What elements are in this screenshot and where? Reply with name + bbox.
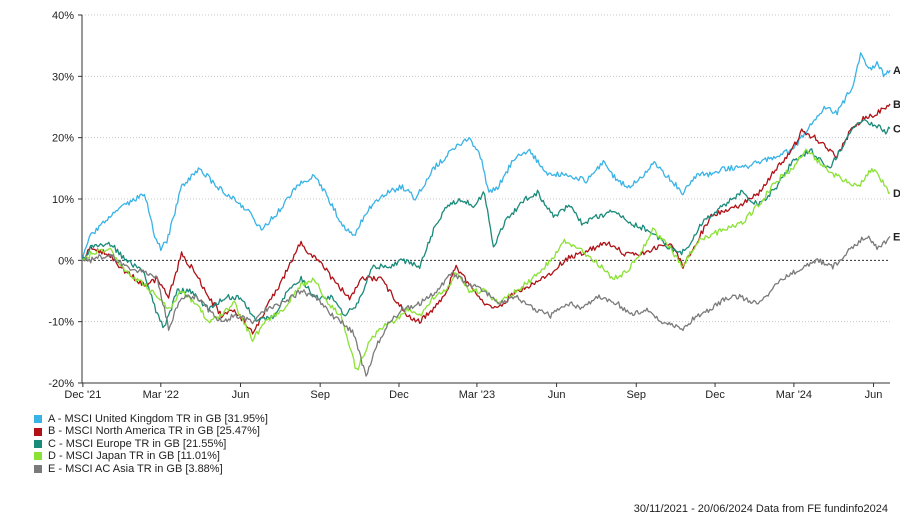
x-tick-label: Jun <box>865 389 883 400</box>
legend-swatch <box>34 452 42 461</box>
legend-label: E - MSCI AC Asia TR in GB [3.88%] <box>48 462 223 475</box>
series-end-label-c: C <box>893 123 900 135</box>
x-tick-label: Mar '24 <box>776 389 812 400</box>
legend-item-e: E - MSCI AC Asia TR in GB [3.88%] <box>34 463 268 475</box>
legend-label: C - MSCI Europe TR in GB [21.55%] <box>48 437 227 450</box>
x-tick-label: Jun <box>548 389 566 400</box>
legend-swatch <box>34 440 42 449</box>
axes: 40% 30% 20% 10% 0% -10% -20%Dec '21 Mar '22 Jun S… <box>48 10 890 400</box>
grid <box>82 14 890 384</box>
legend-item-b: B - MSCI North America TR in GB [25.47%] <box>34 425 268 437</box>
x-tick-label: Mar '23 <box>459 389 495 400</box>
x-tick-label: Sep <box>310 389 330 400</box>
line-chart: 40% 30% 20% 10% 0% -10% -20%Dec '21 Mar '22 Jun S… <box>48 10 900 400</box>
series-line-c <box>81 118 891 329</box>
legend-item-c: C - MSCI Europe TR in GB [21.55%] <box>34 438 268 450</box>
series-line-b <box>81 103 891 335</box>
series-end-label-b: B <box>893 99 900 111</box>
series-line-d <box>81 148 891 371</box>
date-range-footer: 30/11/2021 - 20/06/2024 Data from FE fun… <box>633 503 888 515</box>
y-tick-label: 0% <box>58 255 74 267</box>
legend-label: A - MSCI United Kingdom TR in GB [31.95%… <box>48 413 268 425</box>
x-tick-label: Dec <box>705 389 725 400</box>
legend-label: B - MSCI North America TR in GB [25.47%] <box>48 425 260 438</box>
series-lines <box>81 52 891 377</box>
series-end-label-e: E <box>893 231 900 243</box>
x-tick-label: Sep <box>626 389 646 400</box>
series-end-label-a: A <box>893 65 900 77</box>
y-tick-label: -10% <box>48 317 74 329</box>
legend: A - MSCI United Kingdom TR in GB [31.95%… <box>34 413 268 475</box>
series-end-label-d: D <box>893 188 900 200</box>
x-tick-label: Dec <box>389 389 409 400</box>
legend-label: D - MSCI Japan TR in GB [11.01%] <box>48 450 220 463</box>
y-tick-label: 20% <box>52 133 74 145</box>
series-line-e <box>81 235 891 377</box>
y-tick-label: 10% <box>52 194 74 206</box>
legend-swatch <box>34 415 42 424</box>
x-tick-label: Dec '21 <box>64 389 101 400</box>
series-line-a <box>81 52 891 261</box>
end-labels: A BC D E <box>893 65 900 243</box>
y-tick-label: 30% <box>52 71 74 83</box>
y-tick-label: -20% <box>48 378 74 390</box>
legend-item-a: A - MSCI United Kingdom TR in GB [31.95%… <box>34 413 268 425</box>
legend-swatch <box>34 464 42 473</box>
x-tick-label: Mar '22 <box>143 389 179 400</box>
y-tick-label: 40% <box>52 10 74 22</box>
legend-swatch <box>34 427 42 436</box>
legend-item-d: D - MSCI Japan TR in GB [11.01%] <box>34 450 268 462</box>
x-tick-label: Jun <box>232 389 250 400</box>
